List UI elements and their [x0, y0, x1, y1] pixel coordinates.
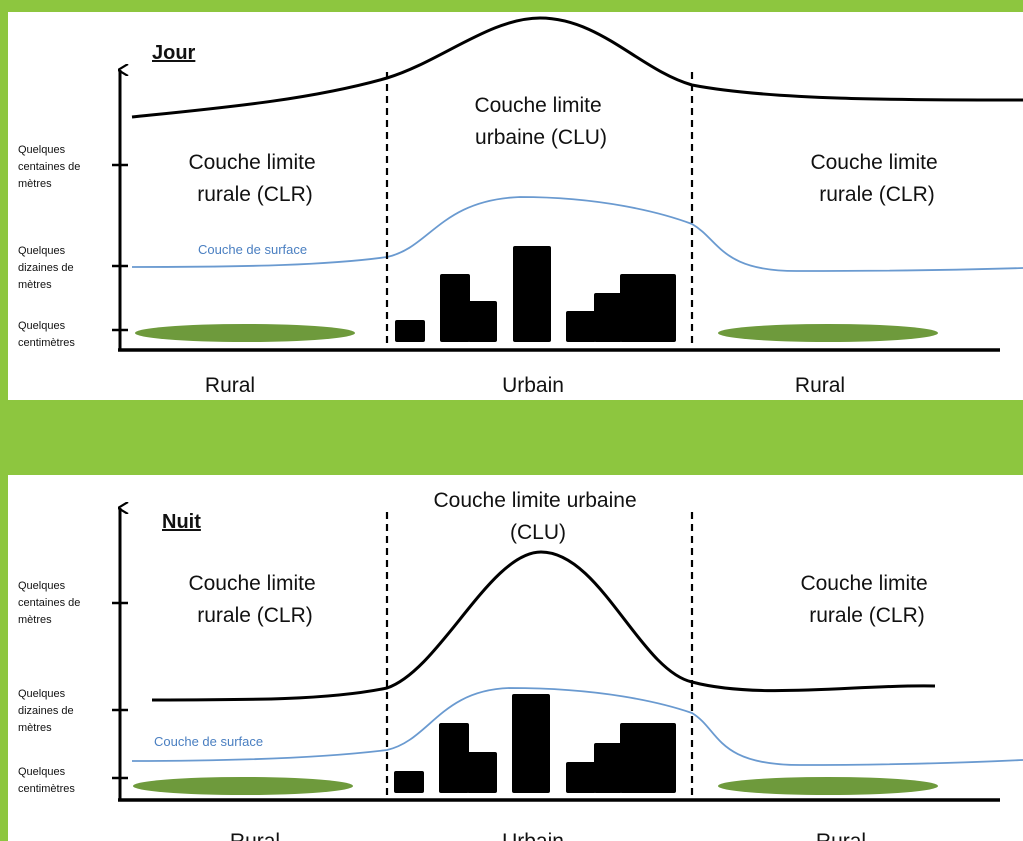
night-left-rural-layer-label: Couche limite rurale (CLR) — [188, 572, 321, 627]
day-left-vegetation — [135, 324, 355, 342]
day-panel: Jour Quelques centaines de mètres Quelqu… — [8, 12, 1023, 400]
day-panel-title: Jour — [152, 42, 196, 64]
night-panel: Nuit Quelques centaines de mètres Quelqu… — [8, 475, 1023, 841]
building — [566, 762, 596, 793]
night-y-label-hundreds: Quelques centaines de mètres — [18, 580, 83, 626]
building — [394, 771, 424, 793]
night-urban-layer-label: Couche limite urbaine (CLU) — [434, 489, 643, 544]
night-region-urban: Urbain — [502, 830, 564, 841]
night-region-rural-right: Rural — [816, 830, 866, 841]
day-boundary-layer-curve — [131, 16, 1023, 119]
night-surface-layer-curve — [131, 687, 1023, 766]
building — [594, 293, 622, 342]
day-right-rural-layer-label: Couche limite rurale (CLR) — [810, 151, 943, 206]
day-left-rural-layer-label: Couche limite rurale (CLR) — [188, 151, 321, 206]
night-y-label-tens: Quelques dizaines de mètres — [18, 688, 77, 734]
night-panel-title: Nuit — [162, 511, 201, 533]
day-region-rural-right: Rural — [795, 374, 845, 397]
building — [594, 743, 622, 793]
building — [440, 274, 470, 342]
day-right-vegetation — [718, 324, 938, 342]
night-region-rural-left: Rural — [230, 830, 280, 841]
day-y-label-tens: Quelques dizaines de mètres — [18, 245, 77, 291]
night-left-vegetation — [133, 777, 353, 795]
night-city-buildings — [394, 694, 676, 793]
building — [395, 320, 425, 342]
night-right-vegetation — [718, 777, 938, 795]
day-y-label-centimeters: Quelques centimètres — [18, 320, 75, 349]
day-urban-layer-label: Couche limite urbaine (CLU) — [474, 94, 607, 149]
building — [468, 301, 497, 342]
night-surface-layer-label: Couche de surface — [154, 734, 263, 749]
day-region-urban: Urbain — [502, 374, 564, 397]
day-surface-layer-label: Couche de surface — [198, 242, 307, 257]
day-surface-layer-curve — [131, 196, 1023, 272]
building — [439, 723, 469, 793]
building — [513, 246, 551, 342]
building — [620, 723, 676, 793]
building — [512, 694, 550, 793]
day-y-label-hundreds: Quelques centaines de mètres — [18, 144, 83, 190]
night-y-label-centimeters: Quelques centimètres — [18, 766, 75, 795]
night-right-rural-layer-label: Couche limite rurale (CLR) — [800, 572, 933, 627]
night-boundary-layer-curve — [151, 550, 936, 702]
day-city-buildings — [395, 246, 676, 342]
building — [566, 311, 596, 342]
building — [620, 274, 676, 342]
day-region-rural-left: Rural — [205, 374, 255, 397]
building — [467, 752, 497, 793]
